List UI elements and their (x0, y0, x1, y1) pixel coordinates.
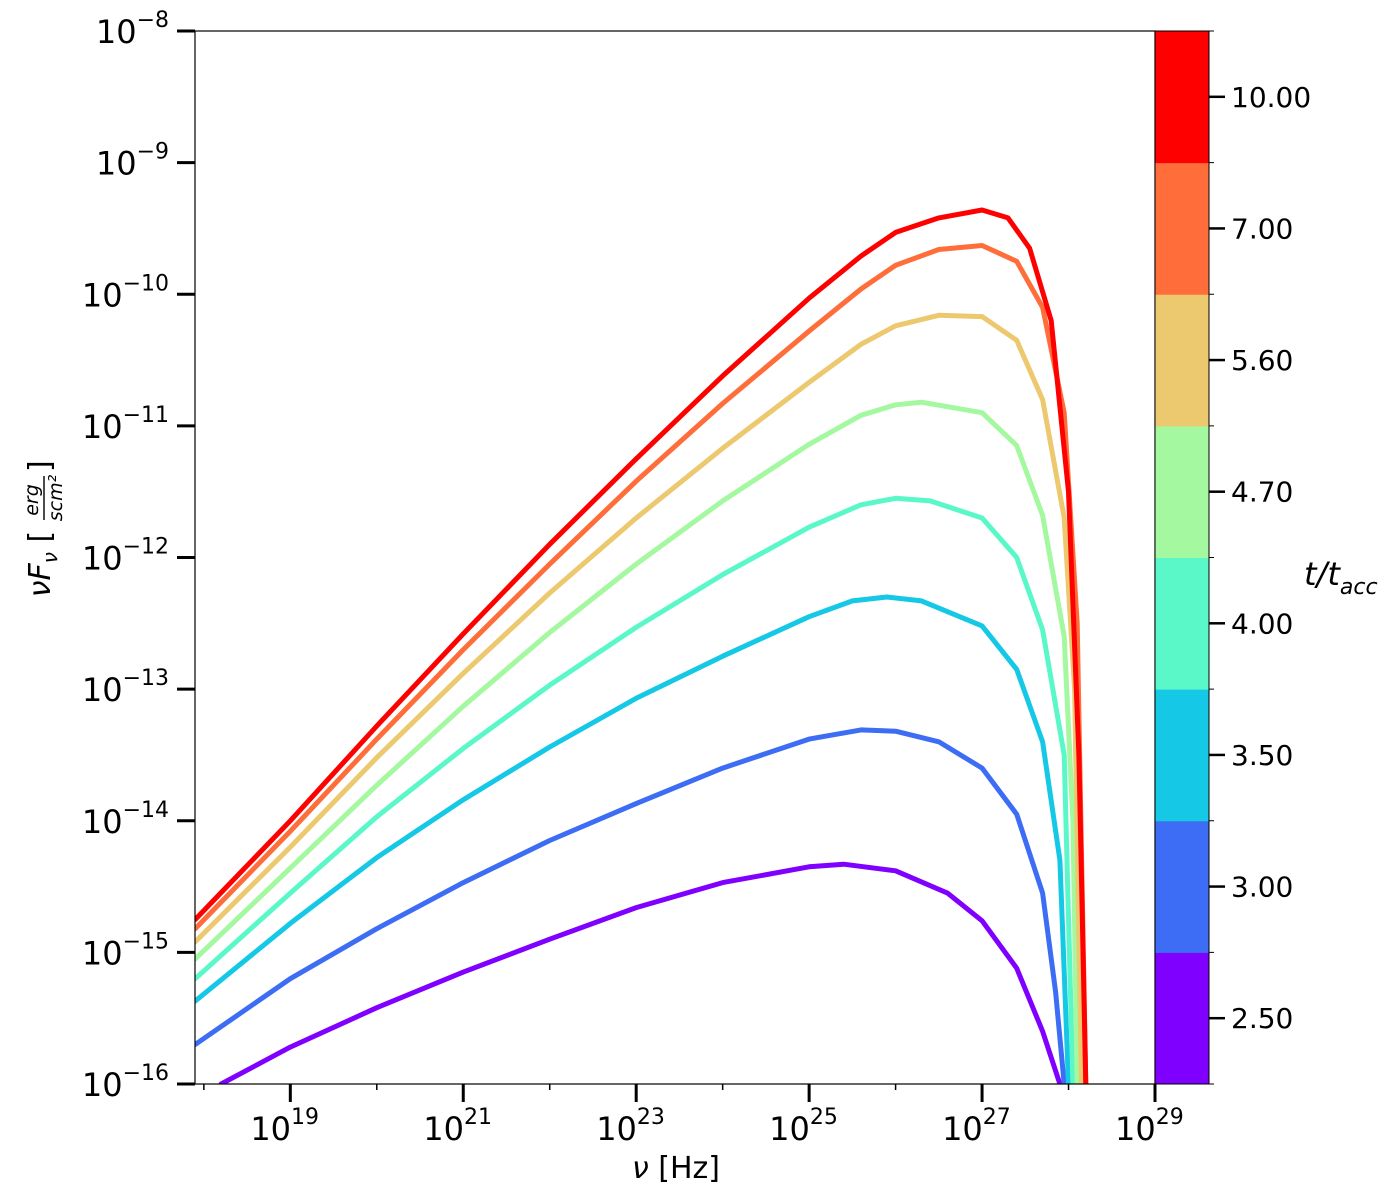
y-axis-label: νFν [ erg scm² ] (21, 460, 67, 597)
y-tick-label: 10−11 (82, 403, 169, 446)
series-line-t-3.5 (195, 594, 1071, 1084)
series-line-t-10 (195, 207, 1089, 1084)
x-axis-label: ν [Hz] (632, 1151, 720, 1186)
svg-text:νFν [: νFν [ (23, 531, 62, 597)
colorbar-label: t/tacc (1304, 555, 1378, 600)
colorbar-tick-label: 4.00 (1231, 607, 1293, 640)
colorbar: 2.50 3.00 3.50 4.00 4.70 5.60 7.00 10.00 (1154, 30, 1311, 1085)
plot-lines (195, 207, 1089, 1084)
series-line-t-4 (195, 495, 1076, 1084)
y-tick-label: 10−10 (82, 271, 169, 314)
svg-text:]: ] (23, 460, 58, 472)
colorbar-segment (1155, 820, 1209, 953)
colorbar-tick-label: 10.00 (1231, 81, 1311, 114)
series-line-t-2.5 (218, 861, 1063, 1084)
colorbar-tick-label: 7.00 (1231, 212, 1293, 245)
series-line-t-4.7 (195, 399, 1080, 1084)
y-tick-label: 10−15 (82, 929, 169, 972)
x-tick-label: 1019 (250, 1105, 319, 1148)
x-axis: 1019 1021 1023 1025 1027 1029 (203, 1084, 1184, 1148)
series-line-t-7 (195, 243, 1089, 1084)
y-tick-label: 10−8 (96, 8, 169, 51)
colorbar-tick-label: 2.50 (1231, 1002, 1293, 1035)
colorbar-tick-label: 5.60 (1231, 344, 1293, 377)
plot-frame (194, 30, 1156, 1085)
y-tick-label: 10−16 (82, 1061, 169, 1104)
colorbar-segment (1155, 31, 1209, 164)
colorbar-segment (1155, 557, 1209, 690)
colorbar-segment (1155, 162, 1209, 295)
x-tick-label: 1027 (942, 1105, 1011, 1148)
colorbar-segment (1155, 952, 1209, 1085)
colorbar-segment (1155, 425, 1209, 558)
colorbar-segment (1155, 294, 1209, 427)
y-tick-label: 10−14 (82, 798, 169, 841)
colorbar-tick-label: 3.50 (1231, 739, 1293, 772)
svg-text:erg: erg (21, 484, 43, 516)
colorbar-tick-label: 4.70 (1231, 476, 1293, 509)
y-tick-label: 10−9 (96, 140, 169, 183)
colorbar-tick-label: 3.00 (1231, 871, 1293, 904)
series-line-t-5.6 (195, 312, 1084, 1084)
x-tick-label: 1029 (1115, 1105, 1184, 1148)
svg-text:scm²: scm² (45, 474, 67, 521)
y-axis: 10−16 10−15 10−14 10−13 10−12 10−11 10−10 10−9 1… (82, 8, 195, 1104)
y-tick-label: 10−12 (82, 535, 169, 578)
x-tick-label: 1025 (769, 1105, 838, 1148)
colorbar-segment (1155, 689, 1209, 822)
x-tick-label: 1023 (596, 1105, 665, 1148)
series-line-t-3 (195, 727, 1067, 1084)
x-tick-label: 1021 (423, 1105, 492, 1148)
y-tick-label: 10−13 (82, 666, 169, 709)
